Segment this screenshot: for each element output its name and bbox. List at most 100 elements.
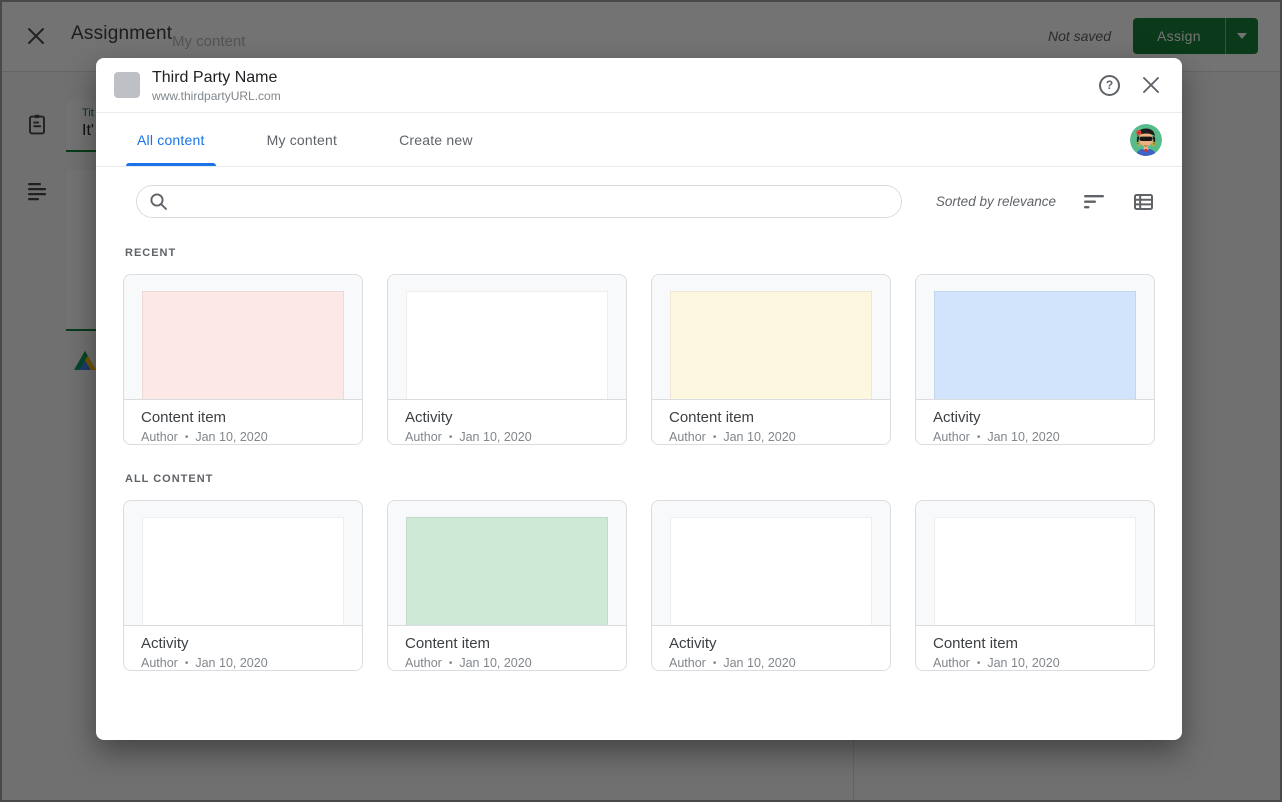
card-grid: Activity Author • Jan 10, 2020 Content item A… [123,500,1155,671]
tab-label: All content [137,131,205,148]
third-party-picker-dialog: Third Party Name www.thirdpartyURL.com ?… [96,58,1182,740]
card-author: Author [669,430,706,444]
search-icon [150,193,167,210]
dialog-tabbar: All content My content Create new [96,113,1182,167]
section-heading: ALL CONTENT [125,473,214,485]
card-author: Author [141,430,178,444]
content-card[interactable]: Content item Author • Jan 10, 2020 [387,500,627,671]
card-thumbnail [916,275,1154,399]
meta-separator: • [976,657,981,669]
card-thumbnail [916,501,1154,625]
card-title: Content item [405,635,491,652]
content-section: RECENT Content item Author • Jan 10, 2020 Act… [123,247,1155,445]
meta-separator: • [184,657,189,669]
dialog-header-text: Third Party Name www.thirdpartyURL.com [152,68,281,103]
card-footer: Activity Author • Jan 10, 2020 [652,625,890,670]
card-footer: Content item Author • Jan 10, 2020 [124,399,362,444]
card-meta: Author • Jan 10, 2020 [669,430,873,444]
card-author: Author [669,656,706,670]
card-meta: Author • Jan 10, 2020 [405,656,609,670]
dialog-header: Third Party Name www.thirdpartyURL.com ? [96,58,1182,113]
sort-icon[interactable] [1084,194,1104,209]
card-preview-image [142,517,344,625]
card-footer: Content item Author • Jan 10, 2020 [916,625,1154,670]
tab-label: Create new [399,131,473,148]
card-author: Author [933,656,970,670]
content-card[interactable]: Activity Author • Jan 10, 2020 [123,500,363,671]
content-card[interactable]: Content item Author • Jan 10, 2020 [915,500,1155,671]
card-author: Author [405,656,442,670]
content-section: ALL CONTENT Activity Author • Jan 10, 2020 Co… [123,473,1155,671]
content-card[interactable]: Activity Author • Jan 10, 2020 [915,274,1155,445]
card-date: Jan 10, 2020 [987,656,1060,670]
tab-create-new[interactable]: Create new [388,113,484,166]
close-dialog-icon[interactable] [1142,76,1160,94]
card-meta: Author • Jan 10, 2020 [669,656,873,670]
card-meta: Author • Jan 10, 2020 [933,656,1137,670]
card-grid: Content item Author • Jan 10, 2020 Activity A… [123,274,1155,445]
sort-status-text: Sorted by relevance [935,194,1056,209]
card-date: Jan 10, 2020 [459,656,532,670]
card-preview-image [934,517,1136,625]
card-meta: Author • Jan 10, 2020 [141,656,345,670]
dialog-toolbar: Sorted by relevance [136,185,1153,218]
content-card[interactable]: Content item Author • Jan 10, 2020 [651,274,891,445]
card-date: Jan 10, 2020 [459,430,532,444]
card-meta: Author • Jan 10, 2020 [405,430,609,444]
card-title: Activity [933,409,981,426]
card-title: Activity [405,409,453,426]
meta-separator: • [712,657,717,669]
card-thumbnail [388,275,626,399]
meta-separator: • [184,431,189,443]
card-date: Jan 10, 2020 [195,656,268,670]
user-avatar[interactable] [1130,123,1162,156]
card-thumbnail [124,501,362,625]
meta-separator: • [448,431,453,443]
tab-all-content[interactable]: All content [126,113,216,166]
meta-separator: • [712,431,717,443]
search-input[interactable] [177,193,889,210]
tab-my-content[interactable]: My content [256,113,348,166]
modal-content: RECENT Content item Author • Jan 10, 2020 Act… [96,247,1182,671]
dialog-url: www.thirdpartyURL.com [152,88,281,103]
card-author: Author [405,430,442,444]
card-thumbnail [652,501,890,625]
card-date: Jan 10, 2020 [723,430,796,444]
card-preview-image [406,517,608,625]
card-preview-image [670,291,872,399]
list-view-icon[interactable] [1134,193,1153,210]
card-footer: Content item Author • Jan 10, 2020 [388,625,626,670]
card-title: Content item [141,409,227,426]
card-thumbnail [388,501,626,625]
tab-label: My content [266,131,338,148]
tabs-list: All content My content Create new [126,113,524,166]
section-heading: RECENT [125,247,177,259]
card-thumbnail [124,275,362,399]
card-preview-image [670,517,872,625]
third-party-logo [114,72,140,98]
card-date: Jan 10, 2020 [195,430,268,444]
card-title: Content item [669,409,755,426]
content-card[interactable]: Activity Author • Jan 10, 2020 [651,500,891,671]
content-card[interactable]: Content item Author • Jan 10, 2020 [123,274,363,445]
card-title: Activity [141,635,189,652]
card-date: Jan 10, 2020 [987,430,1060,444]
card-preview-image [406,291,608,399]
search-box[interactable] [136,185,902,218]
card-footer: Activity Author • Jan 10, 2020 [916,399,1154,444]
help-icon[interactable]: ? [1099,74,1120,96]
content-card[interactable]: Activity Author • Jan 10, 2020 [387,274,627,445]
card-author: Author [141,656,178,670]
card-thumbnail [652,275,890,399]
card-meta: Author • Jan 10, 2020 [141,430,345,444]
card-title: Content item [933,635,1019,652]
card-footer: Activity Author • Jan 10, 2020 [124,625,362,670]
card-preview-image [934,291,1136,399]
dialog-title: Third Party Name [152,68,278,86]
card-author: Author [933,430,970,444]
card-date: Jan 10, 2020 [723,656,796,670]
meta-separator: • [976,431,981,443]
card-preview-image [142,291,344,399]
card-meta: Author • Jan 10, 2020 [933,430,1137,444]
meta-separator: • [448,657,453,669]
